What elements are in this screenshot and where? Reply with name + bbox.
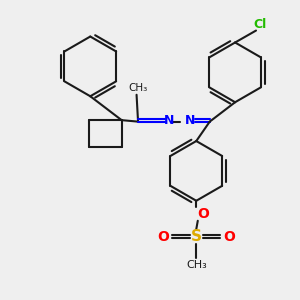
Text: Cl: Cl [254, 18, 267, 31]
Text: N: N [164, 114, 175, 127]
Text: CH₃: CH₃ [128, 83, 148, 93]
Text: O: O [158, 230, 169, 244]
Text: O: O [223, 230, 235, 244]
Text: N: N [185, 114, 196, 127]
Text: CH₃: CH₃ [186, 260, 207, 270]
Text: O: O [197, 207, 209, 221]
Text: S: S [191, 229, 202, 244]
